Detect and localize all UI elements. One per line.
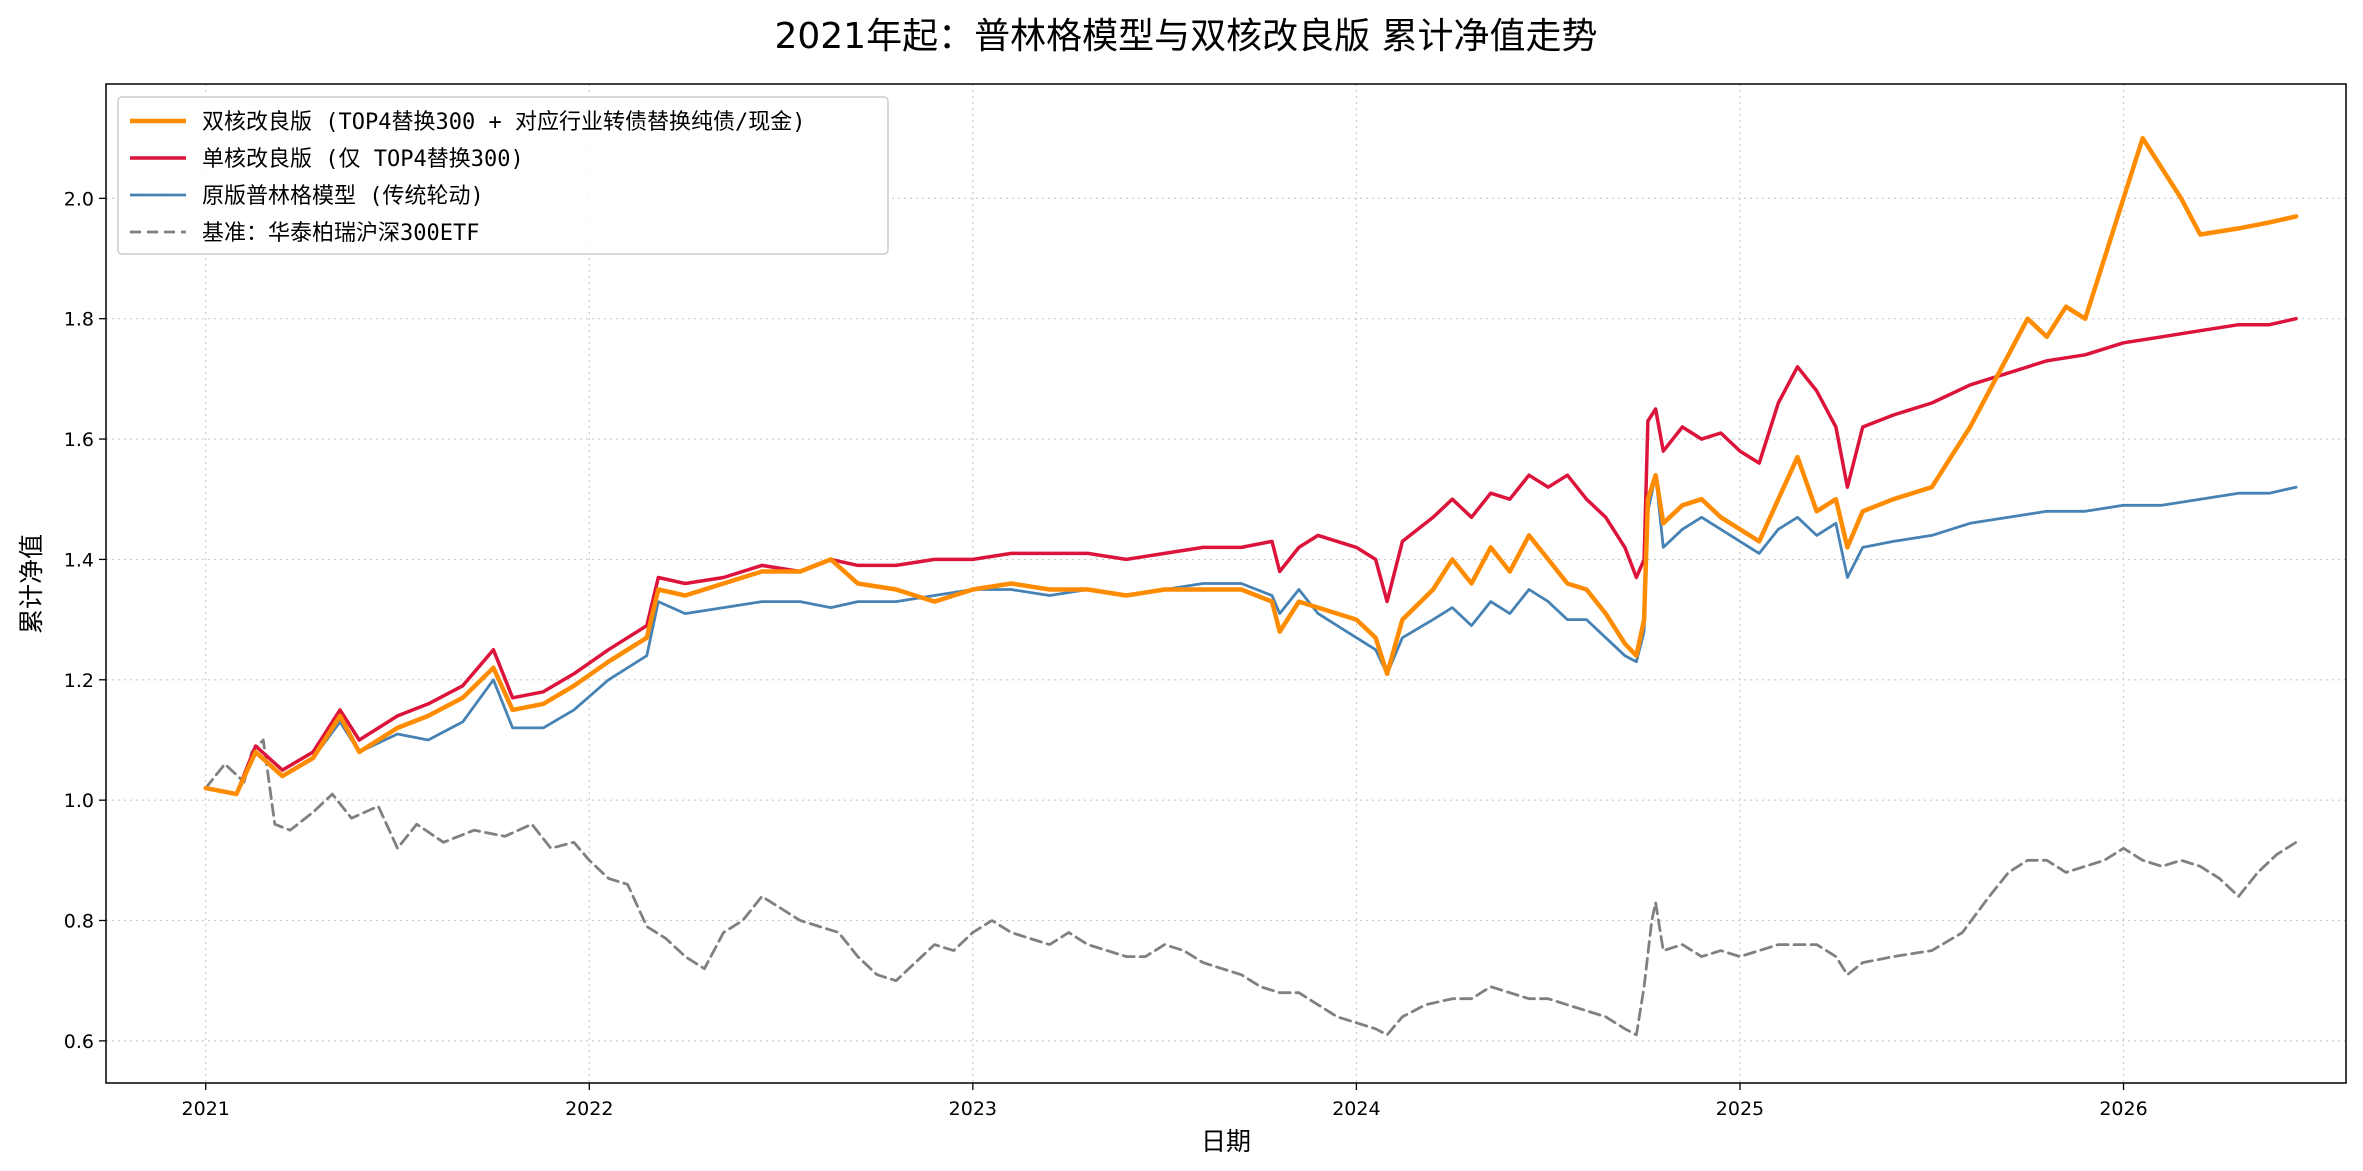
legend: 双核改良版 (TOP4替换300 + 对应行业转债替换纯债/现金) 单核改良版 (… bbox=[117, 96, 889, 255]
legend-label-3: 原版普林格模型 (传统轮动) bbox=[202, 184, 484, 209]
y-tick-label: 1.0 bbox=[64, 790, 94, 812]
y-tick-label: 1.8 bbox=[64, 309, 94, 331]
y-tick-label: 1.6 bbox=[64, 429, 94, 451]
x-tick-label: 2022 bbox=[565, 1098, 613, 1120]
x-axis-label: 日期 bbox=[1201, 1127, 1251, 1156]
series-line-3 bbox=[204, 473, 2298, 796]
plot-area-frame bbox=[105, 83, 2347, 1084]
x-tick-label: 2024 bbox=[1332, 1098, 1380, 1120]
series-line-4 bbox=[204, 738, 2298, 1037]
y-tick-label: 1.2 bbox=[64, 670, 94, 692]
chart-title: 2021年起：普林格模型与双核改良版 累计净值走势 bbox=[774, 16, 1597, 57]
legend-label-2: 单核改良版 (仅 TOP4替换300) bbox=[202, 147, 524, 172]
y-axis-label: 累计净值 bbox=[17, 534, 46, 634]
x-tick-label: 2025 bbox=[1716, 1098, 1764, 1120]
series-line-1 bbox=[203, 135, 2299, 797]
y-tick-label: 2.0 bbox=[64, 188, 94, 210]
legend-label-4: 基准：华泰柏瑞沪深300ETF bbox=[202, 221, 479, 246]
y-tick-label: 0.6 bbox=[64, 1031, 94, 1053]
legend-label-1: 双核改良版 (TOP4替换300 + 对应行业转债替换纯债/现金) bbox=[202, 110, 805, 135]
axis-ticks: 2021 2022 2023 2024 2025 2026 0.6 0.8 1.0 1.2 1.4 1… bbox=[64, 188, 2148, 1120]
x-tick-label: 2023 bbox=[949, 1098, 997, 1120]
legend-box bbox=[117, 96, 889, 255]
x-tick-label: 2026 bbox=[2099, 1098, 2147, 1120]
y-tick-label: 0.8 bbox=[64, 911, 94, 933]
x-tick-label: 2021 bbox=[182, 1098, 230, 1120]
series-line-2 bbox=[203, 316, 2298, 796]
series-lines bbox=[203, 135, 2299, 1037]
y-tick-label: 1.4 bbox=[64, 549, 94, 571]
